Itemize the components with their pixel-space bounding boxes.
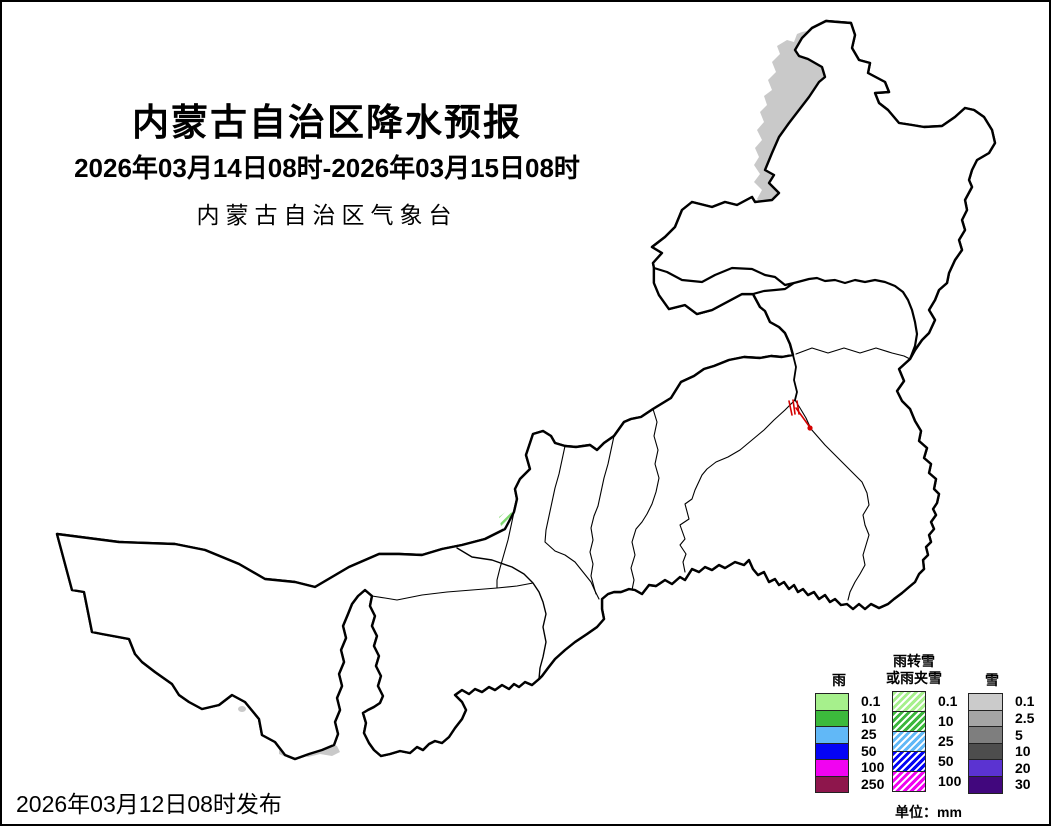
- legend-swatch-rain-0.1: [815, 693, 849, 711]
- boundary-tongliao-west: [794, 399, 870, 601]
- snow-area-southwest-satellite: [238, 706, 246, 712]
- legend-header-line: 雨转雪: [893, 653, 935, 669]
- legend-header-line: 或雨夹雪: [886, 670, 942, 686]
- boundary-ulanqab-xilingol: [630, 408, 660, 591]
- legend-swatch-rain-25: [815, 726, 849, 744]
- legend-value-rain-snow-mix-0.1: 0.1: [938, 693, 958, 709]
- legend-value-rain-50: 50: [861, 742, 877, 759]
- legend-value-rain-0.1: 0.1: [861, 693, 881, 710]
- legend-header-snow: 雪: [962, 672, 1022, 689]
- legend-column-snow: 雪 0.1 2.5 5 10 20 30: [968, 672, 1049, 794]
- legend-value-rain-snow-mix-100: 100: [938, 773, 962, 789]
- legend-swatch-snow-20: [968, 759, 1003, 777]
- legend-value-rain-10: 10: [861, 709, 877, 726]
- boundary-waist: [792, 354, 798, 401]
- legend-swatch-snow-30: [968, 776, 1003, 794]
- legend-header-rain-snow-mix: 雨转雪 或雨夹雪: [878, 653, 950, 687]
- legend-value-rain-250: 250: [861, 775, 885, 792]
- boundary-yellow-river-east: [456, 547, 547, 680]
- legend-swatch-rain-10: [815, 709, 849, 727]
- legend-value-rain-25: 25: [861, 726, 877, 743]
- boundary-hinggan-tongliao: [795, 347, 911, 360]
- agency-name: 内蒙古自治区气象台: [196, 203, 458, 229]
- legend-swatch-snow-10: [968, 742, 1003, 761]
- mongolia-salient-pocket: [652, 266, 796, 316]
- location-marker: [788, 399, 810, 427]
- legend-unit: 单位：mm: [895, 804, 962, 820]
- boundary-baotou-hohhot: [544, 445, 600, 600]
- page-title: 内蒙古自治区降水预报: [132, 102, 522, 143]
- legend-swatch-rain-250: [815, 775, 849, 793]
- legend-swatch-snow-5: [968, 726, 1003, 744]
- legend-swatch-rain-snow-mix-25: [892, 731, 926, 752]
- boundary-bayannur-baotou: [496, 511, 515, 589]
- legend-column-rain: 雨 0.1 10 25 50 100 250: [815, 672, 935, 793]
- legend-value-rain-100: 100: [861, 759, 885, 776]
- legend-swatch-snow-2.5: [968, 709, 1003, 728]
- legend-swatch-rain-snow-mix-100: [892, 771, 926, 792]
- legend-value-snow-2.5: 2.5: [1015, 709, 1035, 726]
- boundary-xilingol-chifeng: [679, 399, 796, 573]
- legend-swatch-rain-snow-mix-50: [892, 751, 926, 772]
- boundary-hulunbuir-hinggan: [792, 276, 919, 361]
- valid-period: 2026年03月14日08时-2026年03月15日08时: [74, 153, 580, 183]
- legend-swatch-rain-100: [815, 759, 849, 777]
- legend-value-rain-snow-mix-25: 25: [938, 733, 954, 749]
- legend-header-line: 雨: [832, 672, 846, 688]
- legend-swatch-snow-0.1: [968, 693, 1003, 711]
- boundary-ordos-north: [371, 582, 534, 601]
- legend-swatch-rain-snow-mix-10: [892, 711, 926, 732]
- legend-swatch-rain-snow-mix-0.1: [892, 691, 926, 712]
- legend-header-line: 雪: [985, 672, 999, 688]
- location-marker-dot: [807, 425, 813, 431]
- legend-value-rain-snow-mix-50: 50: [938, 753, 954, 769]
- legend-value-rain-snow-mix-10: 10: [938, 713, 954, 729]
- issue-time: 2026年03月12日08时发布: [16, 791, 282, 817]
- legend-column-rain-snow-mix: 雨转雪 或雨夹雪 0.1 10 25 50 100: [886, 653, 1012, 792]
- legend-value-snow-0.1: 0.1: [1015, 693, 1035, 710]
- legend-value-snow-20: 20: [1015, 759, 1031, 776]
- legend-value-snow-30: 30: [1015, 776, 1031, 793]
- legend-header-rain: 雨: [809, 672, 869, 689]
- legend-swatch-rain-50: [815, 742, 849, 760]
- legend-value-snow-5: 5: [1015, 726, 1023, 743]
- legend-value-snow-10: 10: [1015, 743, 1031, 760]
- boundary-hohhot-ulanqab: [589, 435, 615, 595]
